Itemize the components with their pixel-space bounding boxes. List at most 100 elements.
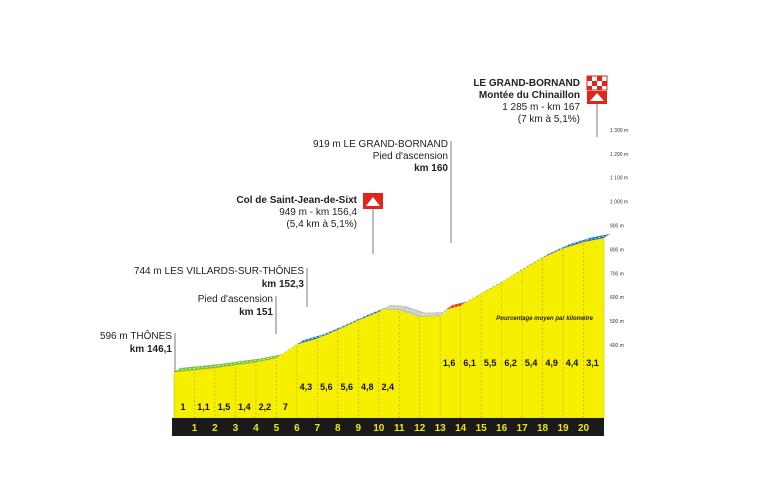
annotation-finish: LE GRAND-BORNAND Montée du Chinaillon 1 … [473,75,608,137]
gradient-label: 4,9 [545,358,558,368]
gradient-label: 1 [180,402,185,412]
ridge-centerline [381,306,388,311]
km-label: 7 [315,423,321,434]
ridge-segment [583,233,610,242]
ridge-centerline [176,367,198,371]
annotation-start: 596 m THÔNES km 146,1 [100,329,176,372]
km-label: 6 [294,423,300,434]
ridge-segment [174,366,201,372]
ridge-centerline [565,239,587,247]
villards-label: 744 m LES VILLARDS-SUR-THÔNES [134,264,304,277]
km-label: 4 [253,423,259,434]
ridge-segment [337,316,365,330]
gradient-label: 3,1 [586,358,599,368]
km-label: 3 [233,423,239,434]
alt-tick-label: 400 m [610,343,624,349]
alt-tick-label: 600 m [610,295,624,301]
ridge-centerline [586,235,608,241]
alt-tick-label: 1 100 m [610,176,628,182]
gradient-label: 1,4 [238,402,251,412]
gb-km: km 160 [414,163,448,174]
ridge-segment [235,358,262,365]
ridge-centerline [514,267,526,275]
km-label: 18 [537,423,549,434]
finish-climb: (7 km à 5,1%) [518,114,580,125]
alt-tick-label: 1 200 m [610,152,628,158]
ridge-centerline [299,336,321,343]
gradient-label: 1,6 [443,358,456,368]
ridge-segment [358,307,385,321]
ridge-centerline [422,313,444,316]
col-alt-km: 949 m - km 156,4 [279,207,357,218]
ridge-segment [542,244,570,258]
climb-flag-icon [363,193,383,209]
gradient-label: 2,2 [259,402,272,412]
ridge-centerline [442,306,450,314]
km-label: 19 [557,423,569,434]
altitude-axis: 400 m 500 m 600 m 700 m 800 m 900 m 1 000 m 1 1… [610,128,628,349]
gradient-label: 4,4 [566,358,579,368]
profile-area [173,237,605,419]
ridge-segment [317,325,344,339]
foot1-label: Pied d'ascension [198,294,273,305]
gb-foot: Pied d'ascension [373,151,448,162]
start-label: 596 m THÔNES [100,329,172,342]
km-label: 14 [455,423,467,434]
km-label: 16 [496,423,508,434]
km-label: 11 [394,423,405,434]
ridge-segment [255,353,283,363]
alt-tick-label: 700 m [610,271,624,277]
km-label: 2 [212,423,218,434]
ridge-centerline [217,362,239,367]
finish-alt-km: 1 285 m - km 167 [502,102,580,113]
ridge-centerline [386,306,403,309]
km-label: 12 [414,423,426,434]
gradient-labels: 1 1,1 1,5 1,4 2,2 7 4,3 5,6 5,6 4,8 2,4 1,6 6,1 5,5 6,… [180,358,598,412]
col-climb: (5,4 km à 5,1%) [286,219,357,230]
gradient-label: 4,3 [300,382,313,392]
profile-ridge [174,233,610,372]
alt-tick-label: 1 300 m [610,128,628,134]
gradient-label: 2,4 [382,382,395,392]
km-bar: 1 2 3 4 5 6 7 8 9 10 11 12 13 14 15 16 17 18 19 20 [172,418,604,436]
start-km: km 146,1 [130,344,173,355]
annotation-col: Col de Saint-Jean-de-Sixt 949 m - km 156… [236,193,383,254]
col-name: Col de Saint-Jean-de-Sixt [236,195,357,206]
finish-name: LE GRAND-BORNAND [473,78,580,89]
ridge-segment [399,305,426,317]
ridge-centerline [449,303,464,308]
villards-km: km 152,3 [262,279,305,290]
alt-tick-label: 500 m [610,319,624,325]
gradient-note: Pourcentage moyen par kilomètre [496,316,593,322]
km-label: 17 [517,423,529,434]
gb-label: 919 m LE GRAND-BORNAND [313,139,448,150]
gradient-label: 5,6 [341,382,354,392]
ridge-segment [296,334,324,345]
gradient-label: 5,6 [320,382,333,392]
alt-tick-label: 900 m [610,224,624,230]
km-label: 9 [356,423,362,434]
alt-tick-label: 1 000 m [610,200,628,206]
km-label: 13 [435,423,447,434]
finish-climb-name: Montée du Chinaillon [479,90,580,101]
ridge-segment [446,301,467,310]
annotation-grand-bornand: 919 m LE GRAND-BORNAND Pied d'ascension … [313,139,452,243]
gradient-label: 6,2 [504,358,517,368]
km-label: 5 [274,423,280,434]
gradient-label: 6,1 [463,358,476,368]
gradient-label: 1,1 [197,402,210,412]
km-label: 8 [335,423,341,434]
annotation-foot-1: Pied d'ascension km 151 [198,294,277,334]
foot1-km: km 151 [239,307,273,318]
ridge-centerline [197,365,218,369]
km-label: 20 [578,423,590,434]
gradient-label: 5,4 [525,358,538,368]
ridge-segment [214,360,242,368]
ridge-centerline [258,355,280,361]
km-bar-bg [174,418,604,436]
ridge-segment [383,304,406,310]
gradient-label: 1,5 [218,402,231,412]
ridge-centerline [238,359,259,364]
gradient-label: 5,5 [484,358,497,368]
